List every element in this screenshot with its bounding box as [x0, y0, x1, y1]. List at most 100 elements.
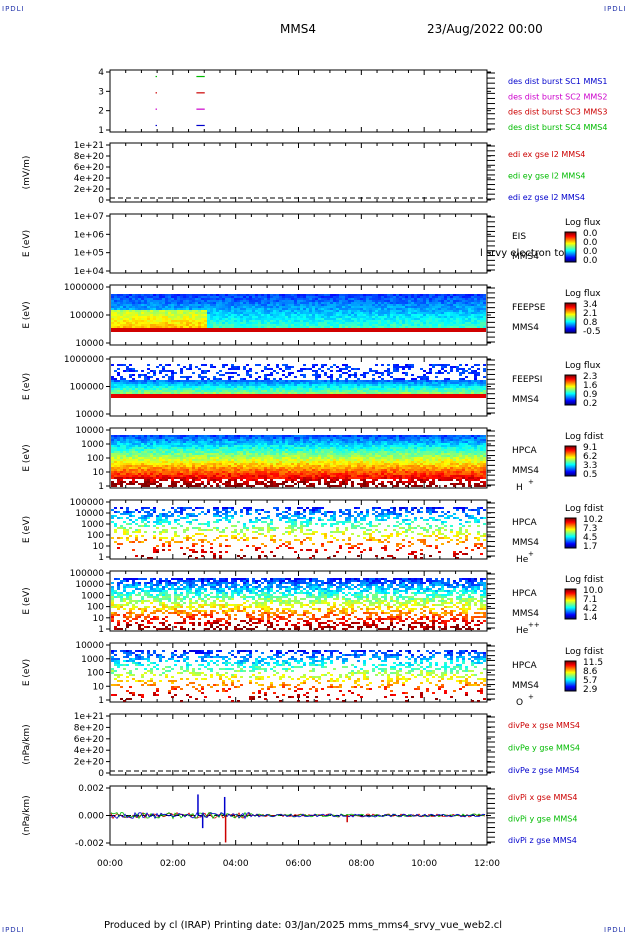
- heatmap-cell: [174, 465, 177, 467]
- heatmap-cell: [237, 374, 240, 376]
- heatmap-cell: [129, 461, 132, 463]
- heatmap-cell: [210, 306, 213, 308]
- heatmap-cell: [384, 390, 387, 392]
- heatmap-cell: [402, 386, 405, 388]
- heatmap-cell: [150, 451, 153, 453]
- heatmap-cell: [432, 384, 435, 386]
- heatmap-cell: [177, 386, 180, 388]
- colorbar-cell: [565, 379, 576, 381]
- y-tick-label-0: 1: [98, 126, 104, 136]
- heatmap-cell: [291, 386, 294, 388]
- heatmap-cell: [453, 312, 456, 314]
- heatmap-cell: [156, 471, 159, 473]
- heatmap-cell: [159, 475, 162, 477]
- heatmap-cell: [132, 439, 135, 441]
- heatmap-cell: [195, 326, 198, 328]
- heatmap-cell: [327, 308, 330, 310]
- heatmap-cell: [123, 473, 126, 475]
- heatmap-cell: [135, 457, 138, 459]
- heatmap-cell: [243, 396, 246, 398]
- heatmap-cell: [396, 368, 399, 370]
- heatmap-cell: [141, 302, 144, 304]
- heatmap-cell: [324, 384, 327, 386]
- heatmap-cell: [207, 310, 210, 312]
- heatmap-cell: [432, 328, 435, 330]
- heatmap-cell: [354, 396, 357, 398]
- heatmap-cell: [243, 378, 246, 380]
- heatmap-cell: [123, 324, 126, 326]
- heatmap-cell: [468, 392, 471, 394]
- heatmap-cell: [162, 473, 165, 475]
- heatmap-cell: [159, 370, 162, 372]
- heatmap-cell: [177, 306, 180, 308]
- heatmap-cell: [270, 368, 273, 370]
- heatmap-cell: [201, 388, 204, 390]
- heatmap-cell: [321, 386, 324, 388]
- heatmap-cell: [474, 378, 477, 380]
- heatmap-cell: [186, 390, 189, 392]
- heatmap-cell: [399, 304, 402, 306]
- heatmap-cell: [186, 388, 189, 390]
- heatmap-cell: [222, 316, 225, 318]
- heatmap-cell: [276, 304, 279, 306]
- heatmap-cell: [237, 384, 240, 386]
- heatmap-cell: [207, 380, 210, 382]
- heatmap-cell: [327, 384, 330, 386]
- heatmap-cell: [390, 392, 393, 394]
- heatmap-cell: [147, 380, 150, 382]
- heatmap-cell: [210, 308, 213, 310]
- heatmap-cell: [264, 304, 267, 306]
- heatmap-cell: [303, 386, 306, 388]
- heatmap-cell: [210, 304, 213, 306]
- heatmap-cell: [381, 386, 384, 388]
- heatmap-cell: [384, 380, 387, 382]
- heatmap-cell: [204, 302, 207, 304]
- heatmap-cell: [324, 394, 327, 396]
- heatmap-cell: [117, 451, 120, 453]
- heatmap-cell: [174, 384, 177, 386]
- heatmap-cell: [156, 441, 159, 443]
- heatmap-cell: [159, 465, 162, 467]
- heatmap-cell: [198, 310, 201, 312]
- heatmap-cell: [171, 294, 174, 296]
- heatmap-cell: [408, 382, 411, 384]
- heatmap-cell: [144, 304, 147, 306]
- heatmap-cell: [264, 308, 267, 310]
- heatmap-cell: [369, 396, 372, 398]
- heatmap-cell: [168, 378, 171, 380]
- heatmap-cell: [456, 388, 459, 390]
- heatmap-cell: [267, 330, 270, 332]
- heatmap-cell: [477, 382, 480, 384]
- heatmap-cell: [141, 330, 144, 332]
- heatmap-cell: [162, 310, 165, 312]
- heatmap-cell: [267, 368, 270, 370]
- heatmap-cell: [372, 306, 375, 308]
- heatmap-cell: [438, 386, 441, 388]
- heatmap-cell: [135, 330, 138, 332]
- heatmap-cell: [126, 368, 129, 370]
- heatmap-cell: [474, 374, 477, 376]
- heatmap-cell: [198, 388, 201, 390]
- heatmap-cell: [330, 386, 333, 388]
- heatmap-cell: [222, 364, 225, 366]
- heatmap-cell: [294, 326, 297, 328]
- colorbar-cell: [565, 306, 576, 308]
- heatmap-cell: [459, 318, 462, 320]
- heatmap-cell: [297, 324, 300, 326]
- heatmap-cell: [462, 326, 465, 328]
- heatmap-cell: [168, 394, 171, 396]
- heatmap-cell: [402, 396, 405, 398]
- heatmap-cell: [411, 294, 414, 296]
- heatmap-cell: [195, 390, 198, 392]
- heatmap-cell: [432, 388, 435, 390]
- heatmap-cell: [369, 298, 372, 300]
- heatmap-cell: [132, 453, 135, 455]
- heatmap-cell: [336, 328, 339, 330]
- heatmap-cell: [414, 308, 417, 310]
- heatmap-cell: [216, 310, 219, 312]
- heatmap-cell: [276, 294, 279, 296]
- heatmap-cell: [258, 324, 261, 326]
- heatmap-cell: [345, 318, 348, 320]
- heatmap-cell: [252, 310, 255, 312]
